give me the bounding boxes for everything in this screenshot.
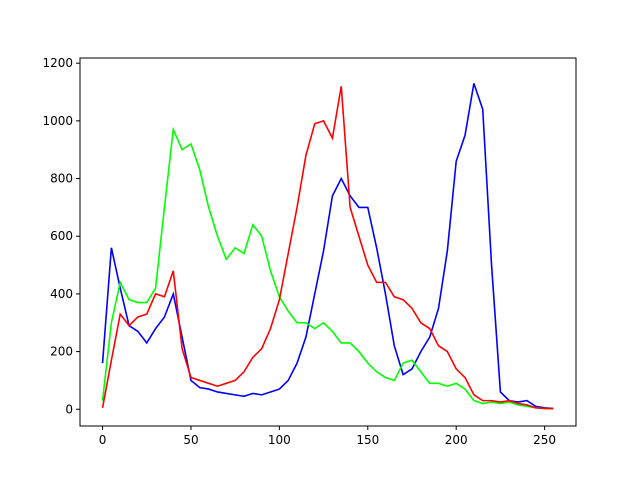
y-tick-label: 1200: [42, 56, 73, 70]
y-tick-label: 200: [50, 345, 73, 359]
x-tick-label: 50: [183, 433, 198, 447]
x-tick-label: 0: [99, 433, 107, 447]
line-series: [101, 83, 554, 410]
y-tick-label: 800: [50, 172, 73, 186]
y-tick-label: 0: [65, 402, 73, 416]
line-series: [101, 126, 554, 410]
line-series: [101, 86, 554, 410]
x-tick-label: 100: [268, 433, 291, 447]
x-tick-label: 150: [356, 433, 379, 447]
y-tick-label: 400: [50, 287, 73, 301]
y-tick-label: 1000: [42, 114, 73, 128]
x-tick-label: 200: [445, 433, 468, 447]
y-tick-label: 600: [50, 229, 73, 243]
plot-frame: [79, 57, 577, 427]
x-tick-label: 250: [533, 433, 556, 447]
